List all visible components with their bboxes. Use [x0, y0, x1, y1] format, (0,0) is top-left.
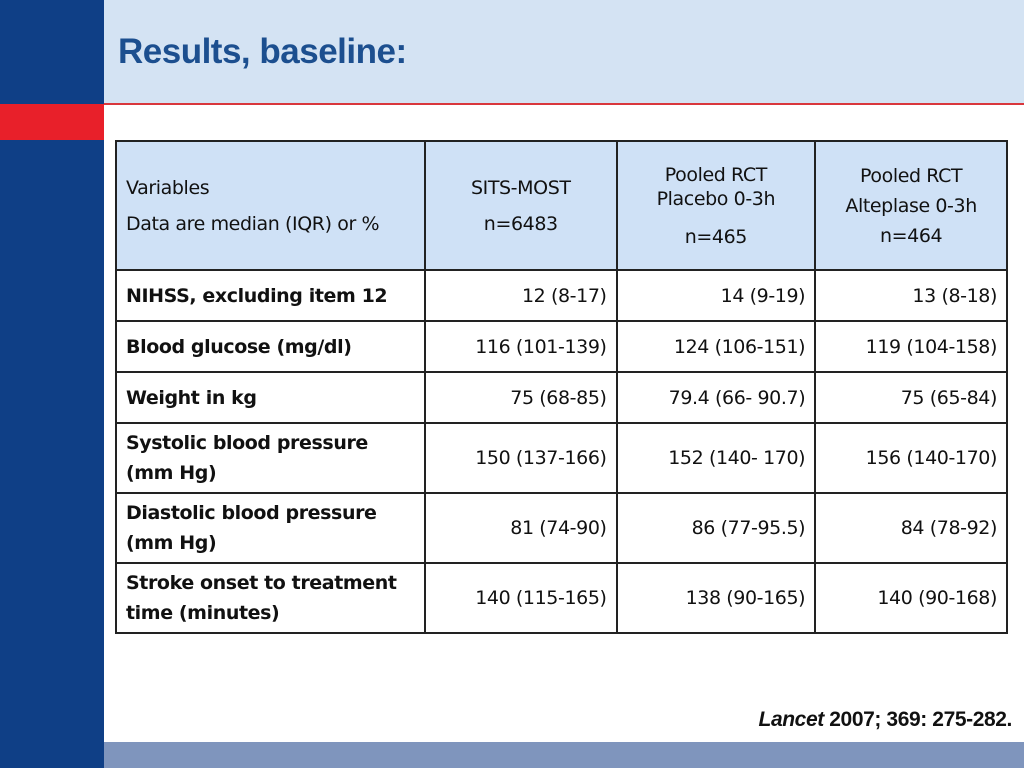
variable-cell: Diastolic blood pressure (mm Hg)	[115, 492, 426, 564]
table-row: NIHSS, excluding item 12 12 (8-17) 14 (9…	[115, 269, 1008, 322]
table-header-row: Variables Data are median (IQR) or % SIT…	[115, 140, 1008, 271]
header-placebo: Pooled RCT Placebo 0-3h n=465	[615, 140, 817, 271]
table-row: Blood glucose (mg/dl) 116 (101-139) 124 …	[115, 320, 1008, 373]
sits-most-value: 81 (74-90)	[424, 492, 618, 564]
header-variables-title: Variables	[126, 176, 210, 199]
placebo-value: 14 (9-19)	[615, 269, 817, 322]
variable-cell: Blood glucose (mg/dl)	[115, 320, 426, 373]
header-variables: Variables Data are median (IQR) or %	[115, 140, 426, 271]
slide-title: Results, baseline:	[118, 32, 407, 71]
header-placebo-n: n=465	[684, 225, 748, 248]
sits-most-value: 12 (8-17)	[424, 269, 618, 322]
header-variables-note: Data are median (IQR) or %	[126, 212, 380, 235]
alteplase-value: 84 (78-92)	[814, 492, 1008, 564]
header-placebo-line1: Pooled RCT	[664, 163, 768, 186]
alteplase-value: 156 (140-170)	[814, 422, 1008, 494]
variable-cell: Systolic blood pressure (mm Hg)	[115, 422, 426, 494]
placebo-value: 152 (140- 170)	[615, 422, 817, 494]
placebo-value: 138 (90-165)	[615, 562, 817, 634]
header-sits-most-name: SITS-MOST	[470, 176, 571, 199]
citation: Lancet 2007; 369: 275-282.	[758, 708, 1013, 732]
citation-reference: 2007; 369: 275-282.	[823, 708, 1012, 731]
header-placebo-line2: Placebo 0-3h	[656, 187, 776, 210]
header-divider-line	[104, 103, 1024, 105]
variable-cell: NIHSS, excluding item 12	[115, 269, 426, 322]
table-row: Systolic blood pressure (mm Hg) 150 (137…	[115, 422, 1008, 494]
placebo-value: 124 (106-151)	[615, 320, 817, 373]
alteplase-value: 119 (104-158)	[814, 320, 1008, 373]
header-sits-most: SITS-MOST n=6483	[424, 140, 618, 271]
header-alteplase: Pooled RCT Alteplase 0-3h n=464	[814, 140, 1008, 271]
header-alteplase-line2: Alteplase 0-3h	[845, 194, 977, 217]
table-row: Stroke onset to treatment time (minutes)…	[115, 562, 1008, 634]
alteplase-value: 140 (90-168)	[814, 562, 1008, 634]
header-alteplase-n: n=464	[879, 224, 943, 247]
table-row: Weight in kg 75 (68-85) 79.4 (66- 90.7) …	[115, 371, 1008, 424]
sits-most-value: 150 (137-166)	[424, 422, 618, 494]
table-row: Diastolic blood pressure (mm Hg) 81 (74-…	[115, 492, 1008, 564]
results-table: Variables Data are median (IQR) or % SIT…	[115, 140, 1008, 634]
sits-most-value: 75 (68-85)	[424, 371, 618, 424]
placebo-value: 79.4 (66- 90.7)	[615, 371, 817, 424]
header-sits-most-n: n=6483	[483, 212, 558, 235]
header-band	[104, 0, 1024, 103]
variable-cell: Stroke onset to treatment time (minutes)	[115, 562, 426, 634]
placebo-value: 86 (77-95.5)	[615, 492, 817, 564]
alteplase-value: 13 (8-18)	[814, 269, 1008, 322]
sits-most-value: 116 (101-139)	[424, 320, 618, 373]
red-accent-block	[0, 104, 104, 140]
alteplase-value: 75 (65-84)	[814, 371, 1008, 424]
citation-journal: Lancet	[758, 708, 825, 731]
sits-most-value: 140 (115-165)	[424, 562, 618, 634]
header-alteplase-line1: Pooled RCT	[859, 164, 963, 187]
bottom-band	[104, 742, 1024, 768]
variable-cell: Weight in kg	[115, 371, 426, 424]
